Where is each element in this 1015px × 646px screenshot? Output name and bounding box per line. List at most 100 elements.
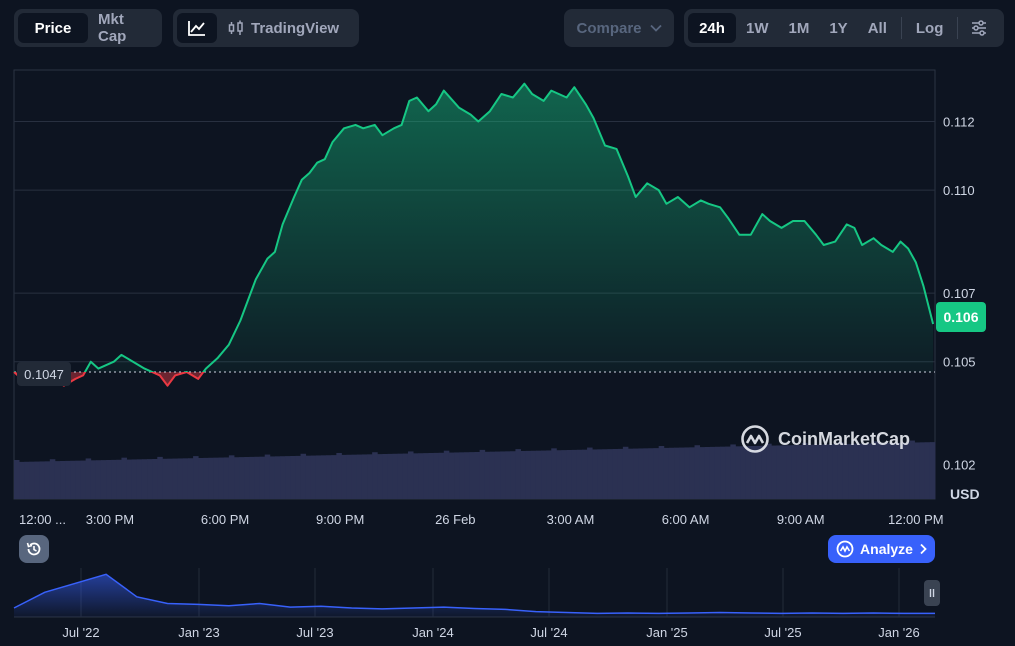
volume-bar (848, 443, 854, 499)
volume-bar (607, 449, 614, 499)
volume-bar (228, 455, 235, 499)
volume-bar (280, 456, 286, 499)
volume-bar (638, 448, 644, 499)
y-axis-labels: 0.102 0.105 0.107 0.110 0.112 (943, 114, 976, 472)
volume-bar (100, 460, 107, 499)
volume-bar (904, 442, 910, 499)
volume-bar (418, 453, 424, 499)
volume-bar (397, 453, 404, 499)
line-chart-button[interactable] (177, 13, 217, 43)
volume-bar (924, 442, 931, 499)
volume-bar (868, 443, 874, 499)
volume-bar (929, 442, 936, 499)
volume-bar (730, 444, 736, 499)
analyze-button[interactable]: Analyze (828, 535, 935, 563)
volume-bar (126, 459, 133, 499)
volume-bar (387, 453, 394, 499)
volume-bar (367, 454, 373, 499)
volume-bar (709, 446, 716, 499)
volume-bar (807, 444, 813, 499)
volume-bar (858, 443, 864, 499)
analyze-label: Analyze (860, 541, 913, 557)
range-1m[interactable]: 1M (788, 19, 810, 37)
volume-bar (295, 455, 301, 499)
navigator-chart[interactable]: Jul '22 Jan '23 Jul '23 Jan '24 Jul '24 Jan '… (13, 568, 935, 640)
volume-bar (500, 451, 506, 499)
volume-bar (863, 443, 869, 499)
volume-bar (382, 454, 388, 499)
time-range-toggle: 24h 1W 1M 1Y All Log (684, 9, 1004, 47)
mkt-cap-tab[interactable]: Mkt Cap (98, 11, 127, 45)
volume-bar (617, 448, 624, 499)
volume-bar (259, 456, 266, 499)
volume-bar (494, 451, 501, 499)
volume-bar (264, 454, 271, 499)
x-tick-label: 6:00 PM (201, 512, 249, 527)
navigator-handle[interactable] (924, 580, 940, 606)
volume-bar (448, 452, 455, 499)
volume-bar (668, 447, 675, 499)
volume-bar (883, 443, 890, 499)
range-24h[interactable]: 24h (688, 13, 736, 43)
volume-bar (177, 458, 184, 499)
price-line-up (13, 82, 935, 373)
volume-bar (274, 456, 281, 499)
volume-bar (484, 451, 491, 499)
volume-bar (428, 453, 434, 499)
y-tick-label: 0.102 (943, 458, 976, 473)
volume-bar (801, 442, 808, 499)
cmc-logo-icon (741, 425, 769, 453)
range-1y[interactable]: 1Y (829, 19, 848, 37)
volume-bar (837, 442, 844, 499)
volume-bar (392, 453, 399, 499)
volume-bar (740, 446, 747, 499)
volume-bar (612, 449, 619, 499)
volume-bar (346, 454, 353, 499)
volume-bar (566, 450, 573, 499)
volume-bar (141, 459, 148, 499)
currency-label: USD (950, 486, 980, 502)
tradingview-button[interactable]: TradingView (217, 13, 349, 43)
range-all[interactable]: All (867, 19, 887, 37)
volume-bar (136, 459, 143, 499)
volume-bar (679, 447, 685, 499)
volume-bar (377, 454, 383, 499)
settings-button[interactable] (962, 13, 996, 43)
volume-bar (535, 450, 542, 499)
compare-dropdown[interactable]: Compare (564, 9, 674, 47)
navigator-x-label: Jul '24 (530, 625, 567, 640)
volume-bar (766, 443, 772, 499)
x-tick-label: 3:00 AM (547, 512, 595, 527)
x-tick-label: 9:00 PM (316, 512, 364, 527)
volume-bar (674, 447, 680, 499)
range-1w[interactable]: 1W (746, 19, 769, 37)
volume-bar (182, 458, 189, 499)
volume-bar (735, 446, 741, 499)
volume-bar (14, 460, 20, 499)
volume-bar (239, 457, 245, 499)
metric-toggle: Price Mkt Cap (14, 9, 162, 47)
volume-bar (372, 452, 378, 499)
volume-bar (771, 445, 777, 499)
volume-bar (438, 452, 445, 499)
volume-bar (336, 453, 342, 499)
volume-bar (888, 443, 895, 499)
volume-bar (602, 449, 608, 499)
navigator-line (13, 573, 935, 615)
volume-bar (750, 446, 757, 499)
line-chart-icon (188, 21, 205, 36)
volume-bar (443, 450, 450, 499)
history-button[interactable] (19, 535, 49, 563)
volume-bar (290, 456, 296, 499)
volume-bar (576, 449, 583, 499)
volume-bar (546, 450, 552, 499)
volume-bar (234, 457, 240, 499)
volume-bar (223, 457, 230, 499)
volume-bar (909, 440, 915, 499)
volume-bar (761, 445, 767, 499)
price-tab[interactable]: Price (18, 13, 88, 43)
log-scale-toggle[interactable]: Log (915, 19, 944, 37)
volume-bar (75, 460, 81, 499)
volume-bar (581, 449, 588, 499)
